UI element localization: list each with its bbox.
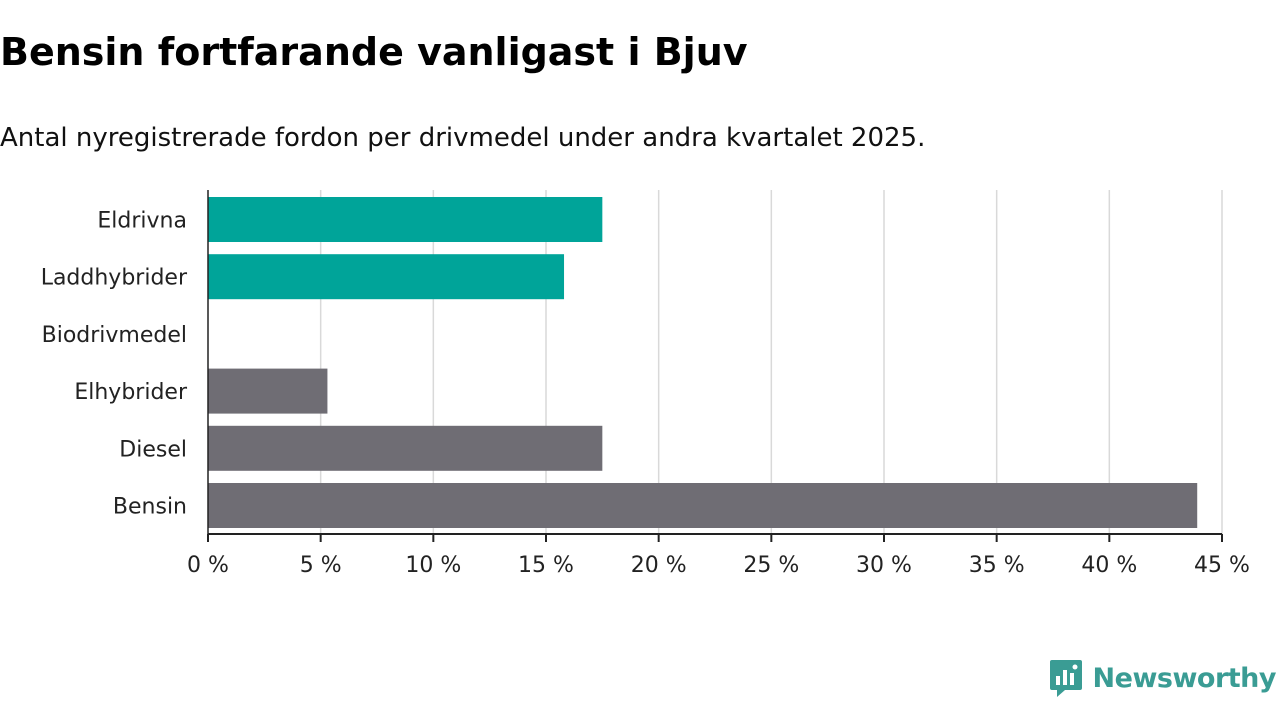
category-label-laddhybrider: Laddhybrider (41, 266, 188, 291)
category-label-biodrivmedel: Biodrivmedel (42, 323, 187, 348)
bar-bensin (208, 483, 1198, 528)
x-tick-label-10: 10 % (405, 553, 461, 578)
category-label-elhybrider: Elhybrider (74, 380, 188, 405)
x-tick-label-40: 40 % (1081, 553, 1137, 578)
category-label-diesel: Diesel (119, 437, 187, 462)
x-tick-label-45: 45 % (1194, 553, 1250, 578)
x-tick-label-15: 15 % (518, 553, 574, 578)
newsworthy-logo-icon (1049, 660, 1082, 697)
bar-elhybrider (208, 368, 328, 414)
bar-eldrivna (208, 197, 603, 242)
chart-title: Bensin fortfarande vanligast i Bjuv (0, 30, 748, 74)
x-tick-label-25: 25 % (743, 553, 799, 578)
x-tick-label-0: 0 % (187, 553, 229, 578)
x-tick-label-20: 20 % (631, 553, 687, 578)
x-tick-label-30: 30 % (856, 553, 912, 578)
bar-laddhybrider (208, 254, 565, 300)
brand-logo: Newsworthy (1049, 658, 1277, 698)
bar-diesel (208, 425, 603, 471)
category-label-eldrivna: Eldrivna (97, 209, 187, 234)
brand-name: Newsworthy (1092, 662, 1277, 694)
x-tick-label-5: 5 % (300, 553, 342, 578)
chart-subtitle: Antal nyregistrerade fordon per drivmede… (0, 123, 926, 153)
x-tick-label-35: 35 % (969, 553, 1025, 578)
category-label-bensin: Bensin (113, 495, 187, 520)
